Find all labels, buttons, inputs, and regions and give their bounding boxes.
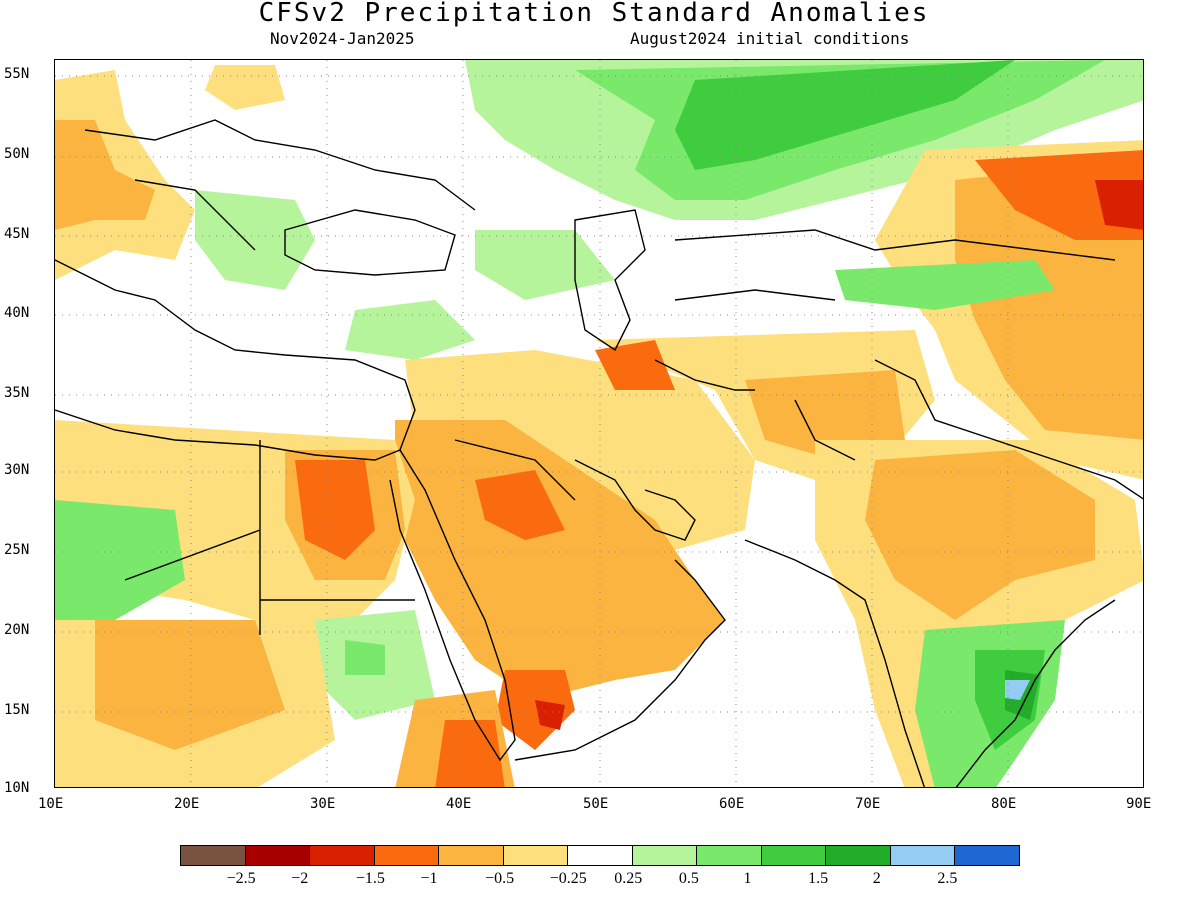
graticule bbox=[55, 60, 1143, 787]
lat-label-40n: 40N bbox=[4, 305, 30, 321]
coastlines bbox=[55, 119, 1143, 787]
lon-label-60e: 60E bbox=[719, 796, 745, 812]
dry-region-middle-east bbox=[405, 350, 755, 550]
india-west-coast bbox=[744, 539, 926, 787]
colorbar-swatch-9 bbox=[761, 846, 827, 865]
lat-label-25n: 25N bbox=[4, 542, 30, 558]
colorbar-swatch-3 bbox=[374, 846, 440, 865]
wet-region-balkans bbox=[195, 190, 315, 290]
lon-label-70e: 70E bbox=[855, 796, 881, 812]
colorbar-swatch-11 bbox=[890, 846, 956, 865]
colorbar-swatch-2 bbox=[310, 846, 375, 865]
dry-region-mongolia-core bbox=[1095, 180, 1143, 230]
india-east-coast bbox=[955, 599, 1116, 787]
mediterranean-coast bbox=[55, 259, 416, 461]
colorbar bbox=[180, 845, 1020, 866]
anomaly-fill bbox=[55, 60, 1143, 787]
colorbar-swatch-8 bbox=[697, 846, 762, 865]
lon-label-10e: 10E bbox=[38, 796, 64, 812]
wet-region-north-strong bbox=[675, 60, 1015, 170]
colorbar-label-2: −1.5 bbox=[355, 870, 385, 887]
colorbar-label-8: 1 bbox=[743, 870, 752, 887]
colorbar-swatch-7 bbox=[632, 846, 698, 865]
wet-region-libya bbox=[55, 500, 185, 620]
dry-region-iran-core bbox=[745, 370, 905, 460]
border-middle-east bbox=[454, 359, 856, 501]
lat-label-15n: 15N bbox=[4, 702, 30, 718]
colorbar-label-10: 2 bbox=[872, 870, 881, 887]
map-title: CFSv2 Precipitation Standard Anomalies bbox=[258, 0, 930, 28]
anomaly-map bbox=[55, 60, 1143, 787]
colorbar-swatch-0 bbox=[181, 846, 246, 865]
dry-region-india-core bbox=[865, 450, 1095, 620]
caspian-coast bbox=[574, 209, 646, 352]
lat-label-10n: 10N bbox=[4, 780, 30, 796]
colorbar-label-0: −2.5 bbox=[226, 870, 256, 887]
dry-region-yemen bbox=[495, 670, 575, 750]
colorbar-swatch-10 bbox=[826, 846, 891, 865]
colorbar-swatch-12 bbox=[955, 846, 1019, 865]
lon-label-80e: 80E bbox=[991, 796, 1017, 812]
dry-region-iraq bbox=[595, 340, 675, 390]
wet-region-sudan-core bbox=[345, 640, 385, 675]
very-wet-region-india-east bbox=[1005, 680, 1030, 700]
colorbar-swatch-4 bbox=[439, 846, 504, 865]
initial-conditions: August2024 initial conditions bbox=[630, 29, 910, 48]
colorbar-label-4: −0.5 bbox=[485, 870, 515, 887]
lat-label-35n: 35N bbox=[4, 385, 30, 401]
lon-label-30e: 30E bbox=[310, 796, 336, 812]
lon-label-50e: 50E bbox=[583, 796, 609, 812]
forecast-period: Nov2024-Jan2025 bbox=[270, 29, 415, 48]
black-sea-coast bbox=[284, 209, 456, 276]
colorbar-swatch-1 bbox=[245, 846, 311, 865]
dry-region-egypt-core bbox=[295, 460, 375, 560]
colorbar-label-3: −1 bbox=[420, 870, 438, 887]
lat-label-30n: 30N bbox=[4, 462, 30, 478]
colorbar-label-11: 2.5 bbox=[937, 870, 958, 887]
dry-region-europe-north bbox=[205, 65, 285, 110]
lat-label-55n: 55N bbox=[4, 66, 30, 82]
border-india bbox=[874, 359, 1143, 500]
border-africa-1 bbox=[124, 440, 415, 635]
gulf-coast bbox=[574, 459, 696, 541]
colorbar-swatch-6 bbox=[568, 846, 633, 865]
lat-label-50n: 50N bbox=[4, 146, 30, 162]
wet-region-anatolia bbox=[345, 300, 475, 360]
border-central-asia bbox=[674, 229, 1116, 301]
colorbar-label-9: 1.5 bbox=[808, 870, 829, 887]
lon-label-20e: 20E bbox=[174, 796, 200, 812]
colorbar-label-7: 0.5 bbox=[678, 870, 699, 887]
dry-region-ethiopia-core bbox=[435, 720, 505, 787]
arabia-south-coast bbox=[514, 559, 726, 761]
colorbar-label-6: 0.25 bbox=[614, 870, 643, 887]
colorbar-label-5: −0.25 bbox=[549, 870, 587, 887]
lon-label-90e: 90E bbox=[1126, 796, 1152, 812]
red-sea-coast bbox=[389, 449, 516, 762]
dry-region-mongolia bbox=[975, 150, 1143, 240]
dry-region-arabia-core bbox=[475, 470, 565, 540]
lat-label-20n: 20N bbox=[4, 622, 30, 638]
dry-region-sahel-core bbox=[95, 620, 285, 750]
lat-label-45n: 45N bbox=[4, 226, 30, 242]
dry-region-yemen-core bbox=[535, 700, 565, 730]
colorbar-label-1: −2 bbox=[291, 870, 309, 887]
map-plot-area bbox=[54, 59, 1144, 788]
lon-label-40e: 40E bbox=[446, 796, 472, 812]
colorbar-swatch-5 bbox=[503, 846, 569, 865]
wet-region-tien-shan bbox=[835, 260, 1055, 310]
wet-region-central-asia bbox=[475, 230, 615, 300]
dry-region-europe-west-core bbox=[55, 120, 155, 230]
border-europe bbox=[84, 119, 476, 251]
